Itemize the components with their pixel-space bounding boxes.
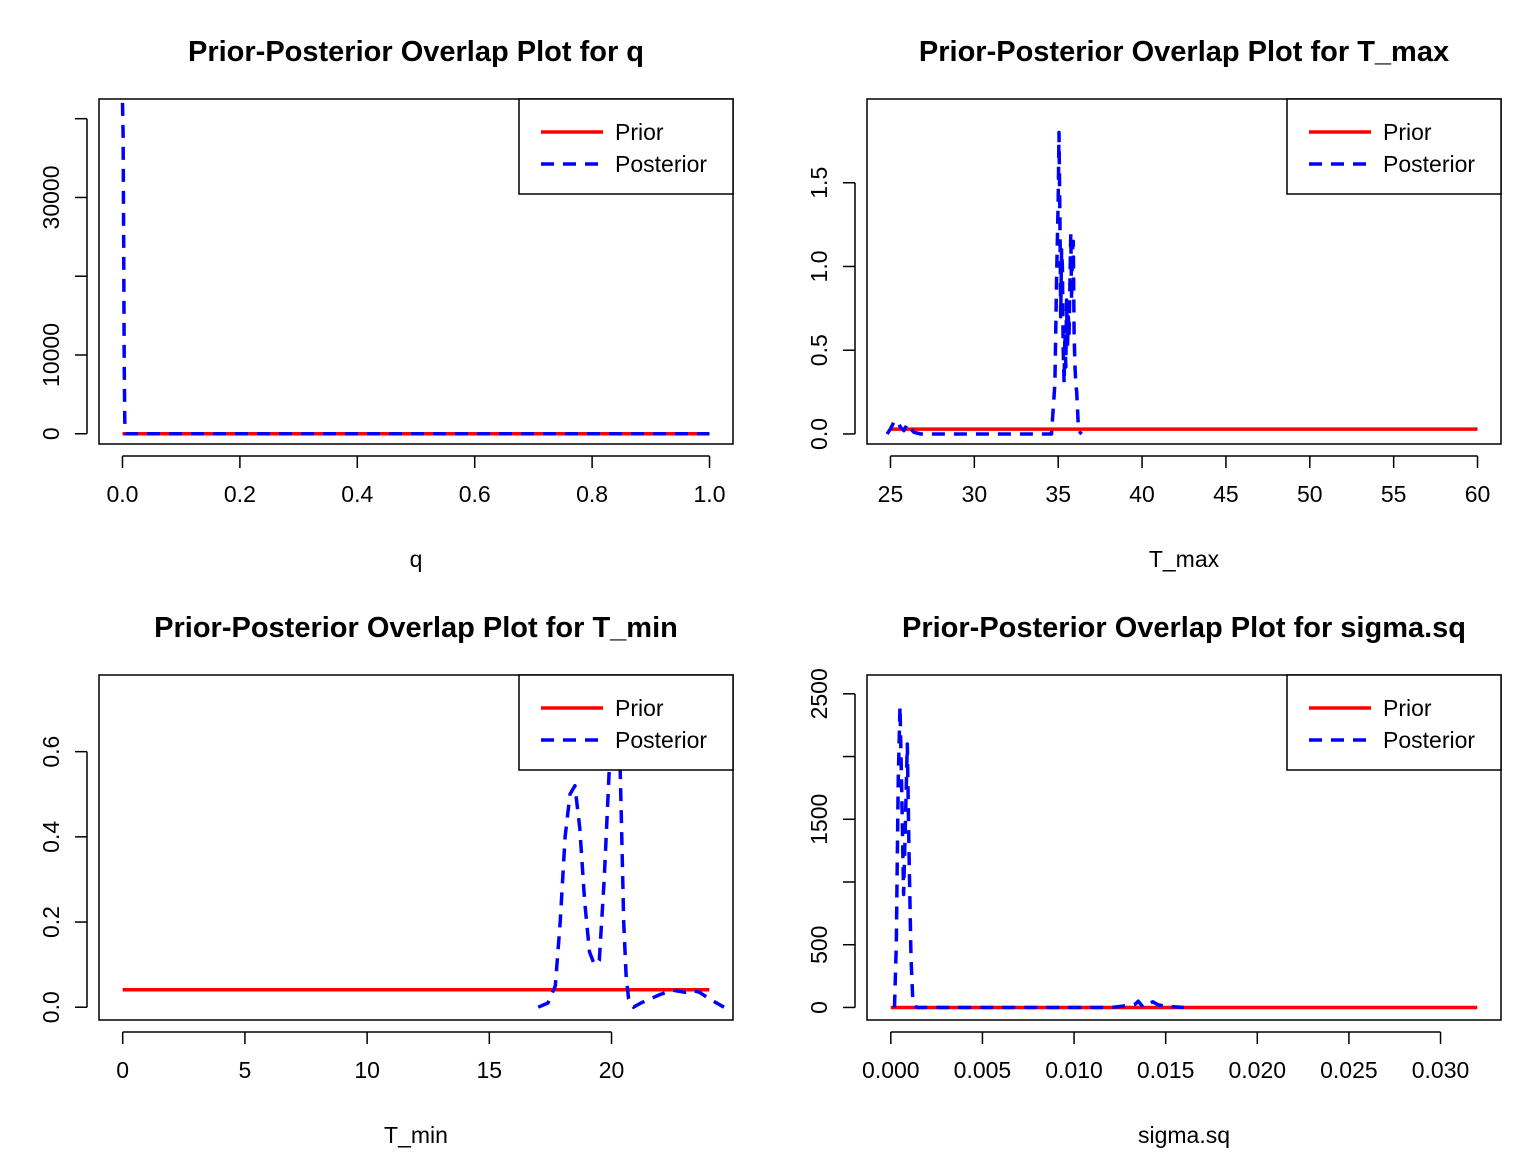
y-tick-label: 0.4	[38, 821, 64, 853]
x-tick-label: 60	[1465, 481, 1491, 507]
x-tick-label: 5	[239, 1057, 252, 1083]
legend: Prior Posterior	[518, 674, 734, 771]
chart-title: Prior-Posterior Overlap Plot for q	[188, 36, 644, 68]
legend-label-posterior: Posterior	[1383, 727, 1475, 753]
y-tick-label: 2500	[806, 668, 832, 719]
legend: Prior Posterior	[518, 98, 734, 195]
series-group	[890, 704, 1478, 1010]
plot-frame	[98, 98, 734, 445]
series-group	[120, 102, 710, 436]
panel-4: Prior-Posterior Overlap Plot for sigma.s…	[806, 612, 1502, 1148]
x-tick-label: 0.2	[224, 481, 256, 507]
chart-title: Prior-Posterior Overlap Plot for sigma.s…	[902, 612, 1466, 644]
legend-box	[1286, 98, 1502, 195]
x-tick-label: 45	[1213, 481, 1239, 507]
panel-3: Prior-Posterior Overlap Plot for T_min 0 5…	[38, 612, 734, 1148]
x-axis-label: sigma.sq	[1138, 1122, 1230, 1148]
x-tick-label: 10	[354, 1057, 380, 1083]
x-axis: 0.0 0.2 0.4 0.6 0.8 1.0	[106, 455, 726, 507]
x-tick-label: 0.8	[576, 481, 608, 507]
legend-label-posterior: Posterior	[615, 727, 707, 753]
x-tick-label: 0.005	[954, 1057, 1012, 1083]
y-tick-label: 30000	[38, 165, 64, 229]
legend-label-prior: Prior	[1383, 119, 1432, 145]
plot-frame	[866, 674, 1502, 1021]
x-tick-label: 0.010	[1045, 1057, 1103, 1083]
panel-2: Prior-Posterior Overlap Plot for T_max 25…	[806, 36, 1502, 572]
x-tick-label: 0	[116, 1057, 129, 1083]
y-tick-label: 0	[806, 1001, 832, 1014]
series-posterior-line	[885, 130, 1083, 436]
y-axis: 0 10000 30000	[38, 117, 88, 440]
y-tick-label: 1.5	[806, 167, 832, 199]
x-tick-label: 40	[1129, 481, 1155, 507]
x-axis: 25 30 35 40 45 50 55 60	[878, 455, 1491, 507]
x-tick-label: 0.000	[862, 1057, 920, 1083]
plot-frame	[98, 674, 734, 1021]
legend-label-prior: Prior	[1383, 695, 1432, 721]
y-tick-label: 0.6	[38, 736, 64, 768]
panel-1: Prior-Posterior Overlap Plot for q 0.0 0.2…	[38, 36, 734, 572]
plot-frame	[866, 98, 1502, 445]
x-axis-label: q	[410, 546, 423, 572]
y-tick-label: 0	[38, 427, 64, 440]
legend-box	[518, 674, 734, 771]
x-tick-label: 55	[1381, 481, 1407, 507]
x-axis: 0 5 10 15 20	[116, 1031, 625, 1083]
x-tick-label: 35	[1045, 481, 1071, 507]
y-axis: 0.0 0.2 0.4 0.6	[38, 736, 88, 1023]
x-tick-label: 50	[1297, 481, 1323, 507]
legend-label-prior: Prior	[615, 119, 664, 145]
series-group	[885, 130, 1478, 436]
x-tick-label: 0.015	[1137, 1057, 1195, 1083]
y-tick-label: 0.2	[38, 906, 64, 938]
x-tick-label: 0.6	[459, 481, 491, 507]
x-tick-label: 0.030	[1412, 1057, 1470, 1083]
y-axis: 0.0 0.5 1.0 1.5	[806, 167, 856, 450]
chart-title: Prior-Posterior Overlap Plot for T_min	[154, 612, 678, 644]
x-tick-label: 0.020	[1229, 1057, 1287, 1083]
y-axis: 0 500 1500 2500	[806, 668, 856, 1014]
y-tick-label: 1500	[806, 794, 832, 845]
x-tick-label: 0.0	[106, 481, 138, 507]
x-axis: 0.000 0.005 0.010 0.015 0.020 0.025 0.030	[862, 1031, 1470, 1083]
y-tick-label: 10000	[38, 323, 64, 387]
legend-label-posterior: Posterior	[615, 151, 707, 177]
chart-title: Prior-Posterior Overlap Plot for T_max	[919, 36, 1449, 68]
series-posterior-line	[120, 102, 710, 436]
x-tick-label: 0.4	[341, 481, 373, 507]
legend-label-posterior: Posterior	[1383, 151, 1475, 177]
x-axis-label: T_max	[1149, 546, 1220, 572]
y-tick-label: 0.5	[806, 334, 832, 366]
x-tick-label: 0.025	[1320, 1057, 1378, 1083]
y-tick-label: 0.0	[806, 418, 832, 450]
legend-box	[518, 98, 734, 195]
x-tick-label: 15	[477, 1057, 503, 1083]
x-tick-label: 20	[599, 1057, 625, 1083]
legend: Prior Posterior	[1286, 674, 1502, 771]
x-tick-label: 30	[962, 481, 988, 507]
x-axis-label: T_min	[384, 1122, 448, 1148]
y-tick-label: 0.0	[38, 991, 64, 1023]
series-posterior-line	[892, 704, 1185, 1010]
legend: Prior Posterior	[1286, 98, 1502, 195]
y-tick-label: 500	[806, 926, 832, 964]
legend-label-prior: Prior	[615, 695, 664, 721]
x-tick-label: 1.0	[694, 481, 726, 507]
legend-box	[1286, 674, 1502, 771]
x-tick-label: 25	[878, 481, 904, 507]
y-tick-label: 1.0	[806, 250, 832, 282]
